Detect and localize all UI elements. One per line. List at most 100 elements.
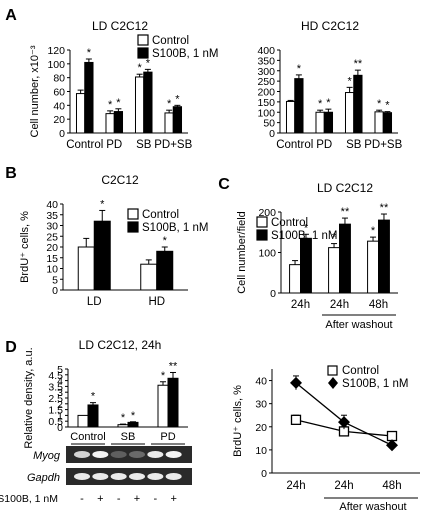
significance-star: * [175, 93, 180, 105]
y-tick-label: 0 [270, 288, 276, 300]
y-tick-label: 30 [46, 221, 58, 233]
x-tick-label: 24h [286, 480, 305, 492]
significance-star: * [304, 222, 309, 234]
x-tick-label: SB [136, 139, 152, 151]
washout-label: After washout [339, 501, 406, 513]
y-tick-label: 100 [258, 248, 276, 260]
y-tick-label: 400 [257, 45, 275, 57]
chart-title: C2C12 [101, 173, 139, 187]
y-axis-label: Cell number, x10⁻³ [29, 45, 41, 137]
panel-letter: D [5, 339, 17, 356]
bar [140, 263, 158, 291]
significance-star: * [131, 410, 136, 422]
blot-band [110, 473, 127, 480]
blot-band [165, 451, 182, 458]
y-tick-label: 40 [255, 376, 267, 388]
treatment-sign: - [153, 493, 157, 505]
x-tick-label: HD [148, 296, 165, 308]
significance-star: * [137, 62, 142, 74]
bar [315, 111, 325, 134]
y-tick-label: 40 [46, 199, 58, 211]
y-tick-label: 200 [257, 87, 275, 99]
legend-label: Control [271, 217, 308, 229]
x-tick-label: LD [87, 296, 102, 308]
data-point [386, 430, 398, 442]
bar [143, 71, 153, 134]
chart-title: LD C2C12 [92, 19, 148, 33]
y-tick-label: 3 [57, 387, 63, 399]
y-axis-label: Relative density, a.u. [23, 347, 35, 448]
blot-band [74, 451, 90, 458]
bar [157, 384, 169, 428]
significance-star: * [332, 232, 337, 244]
y-tick-label: 10 [46, 264, 58, 276]
bar [300, 237, 312, 294]
y-tick-label: 300 [257, 66, 275, 78]
bar [378, 219, 390, 294]
y-tick-label: 0 [57, 422, 63, 434]
significance-star: ** [380, 202, 389, 214]
y-tick-label: 5 [57, 364, 63, 376]
bar [75, 93, 86, 134]
significance-star: * [318, 98, 323, 110]
y-tick-label: 25 [46, 231, 58, 243]
significance-star: ** [341, 206, 350, 218]
significance-star: * [371, 225, 376, 237]
x-tick-label: PD+SB [364, 139, 402, 151]
legend-label: S100B, 1 nM [142, 222, 208, 234]
blot-band [147, 473, 164, 480]
legend-swatch [127, 221, 139, 233]
bar [156, 250, 174, 291]
bar [328, 247, 340, 294]
treatment-sign: + [170, 493, 176, 505]
bar [84, 61, 94, 134]
significance-star: * [377, 98, 382, 110]
y-tick-label: 10 [255, 445, 267, 457]
legend-swatch [256, 229, 268, 241]
treatment-sign: - [117, 493, 121, 505]
y-axis-label: BrdU⁺ cells, % [19, 211, 31, 283]
bar [294, 78, 304, 134]
significance-star: * [116, 97, 121, 109]
legend-swatch [127, 208, 139, 220]
legend-swatch [328, 377, 338, 389]
panel-letter: B [5, 165, 17, 182]
blot-strip [66, 446, 192, 463]
y-tick-label: 120 [47, 45, 65, 57]
legend-label: Control [142, 209, 179, 221]
legend-label: Control [152, 35, 189, 47]
significance-star: * [347, 75, 352, 87]
y-tick-label: 0 [269, 128, 275, 140]
y-tick-label: 250 [257, 76, 275, 88]
blot-band [129, 473, 145, 480]
blot-band [92, 473, 109, 480]
data-point [338, 416, 350, 429]
y-tick-label: 20 [53, 114, 65, 126]
y-tick-label: 1 [57, 410, 63, 422]
significance-star: * [91, 391, 96, 403]
y-tick-label: 20 [46, 242, 58, 254]
y-tick-label: 4 [57, 376, 63, 388]
blot-band [110, 451, 127, 458]
x-tick-label: 48h [369, 299, 388, 311]
washout-label: After washout [325, 319, 392, 331]
legend-label: S100B, 1 nM [152, 48, 218, 60]
blot-label: Gapdh [27, 472, 60, 484]
y-tick-label: 60 [53, 87, 65, 99]
bar [117, 424, 129, 428]
legend-swatch [256, 216, 268, 228]
significance-star: * [161, 370, 166, 382]
y-tick-label: 150 [257, 97, 275, 109]
x-tick-label: 24h [334, 480, 353, 492]
bar [172, 106, 183, 134]
blot-band [147, 451, 164, 458]
bar [323, 111, 334, 134]
significance-star: * [146, 57, 151, 69]
x-tick-label: 24h [330, 299, 349, 311]
significance-star: * [297, 63, 302, 75]
x-tick-label: Control [276, 139, 313, 151]
bar [105, 113, 115, 134]
y-tick-label: 5 [52, 274, 58, 286]
y-tick-label: 0 [52, 285, 58, 297]
legend-swatch [137, 34, 149, 46]
